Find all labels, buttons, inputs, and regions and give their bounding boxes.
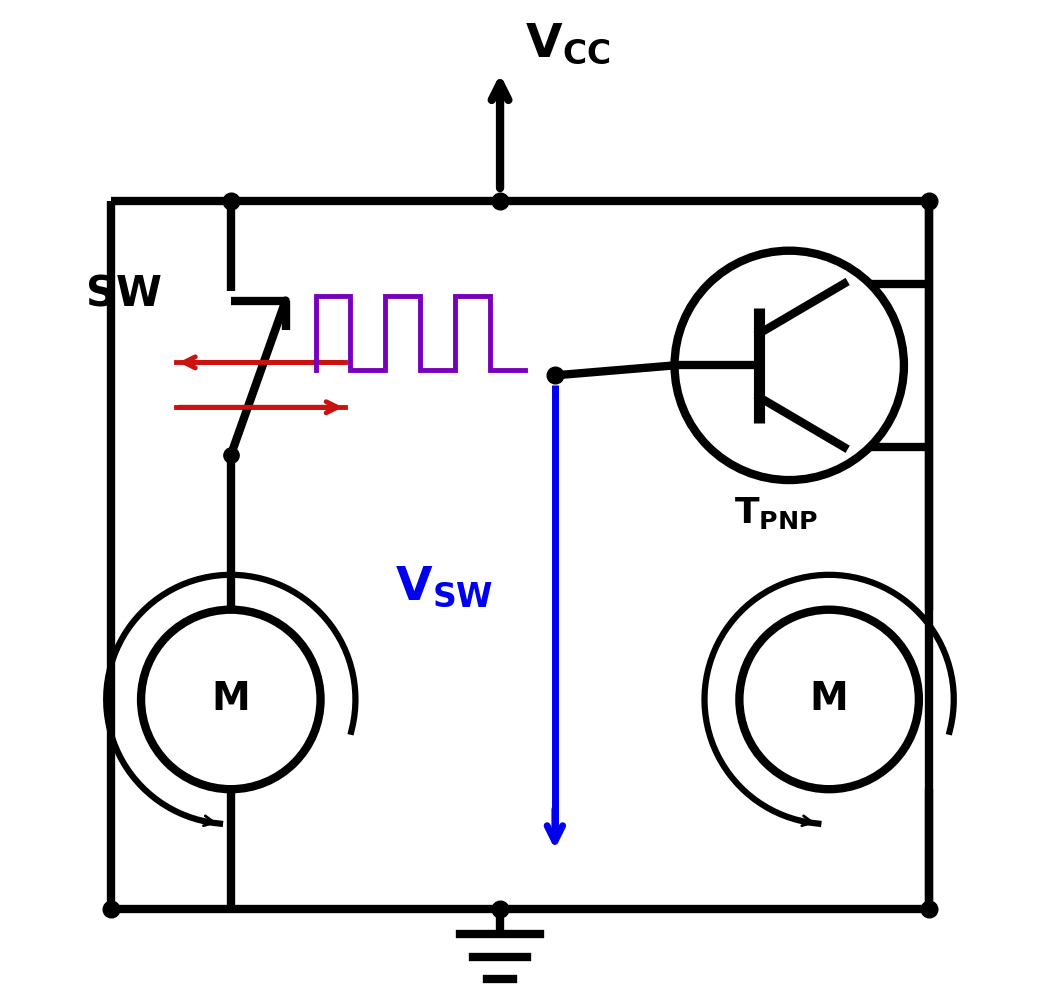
Circle shape bbox=[141, 610, 320, 789]
Text: M: M bbox=[211, 680, 251, 718]
Text: $\mathbf{V}_{\mathbf{CC}}$: $\mathbf{V}_{\mathbf{CC}}$ bbox=[525, 21, 610, 66]
Circle shape bbox=[675, 251, 904, 480]
Circle shape bbox=[739, 610, 919, 789]
Text: M: M bbox=[810, 680, 849, 718]
Text: $\mathbf{T}_{\mathbf{PNP}}$: $\mathbf{T}_{\mathbf{PNP}}$ bbox=[734, 495, 818, 531]
Text: SW: SW bbox=[86, 274, 162, 316]
Text: $\mathbf{V}_{\mathbf{SW}}$: $\mathbf{V}_{\mathbf{SW}}$ bbox=[395, 565, 494, 610]
